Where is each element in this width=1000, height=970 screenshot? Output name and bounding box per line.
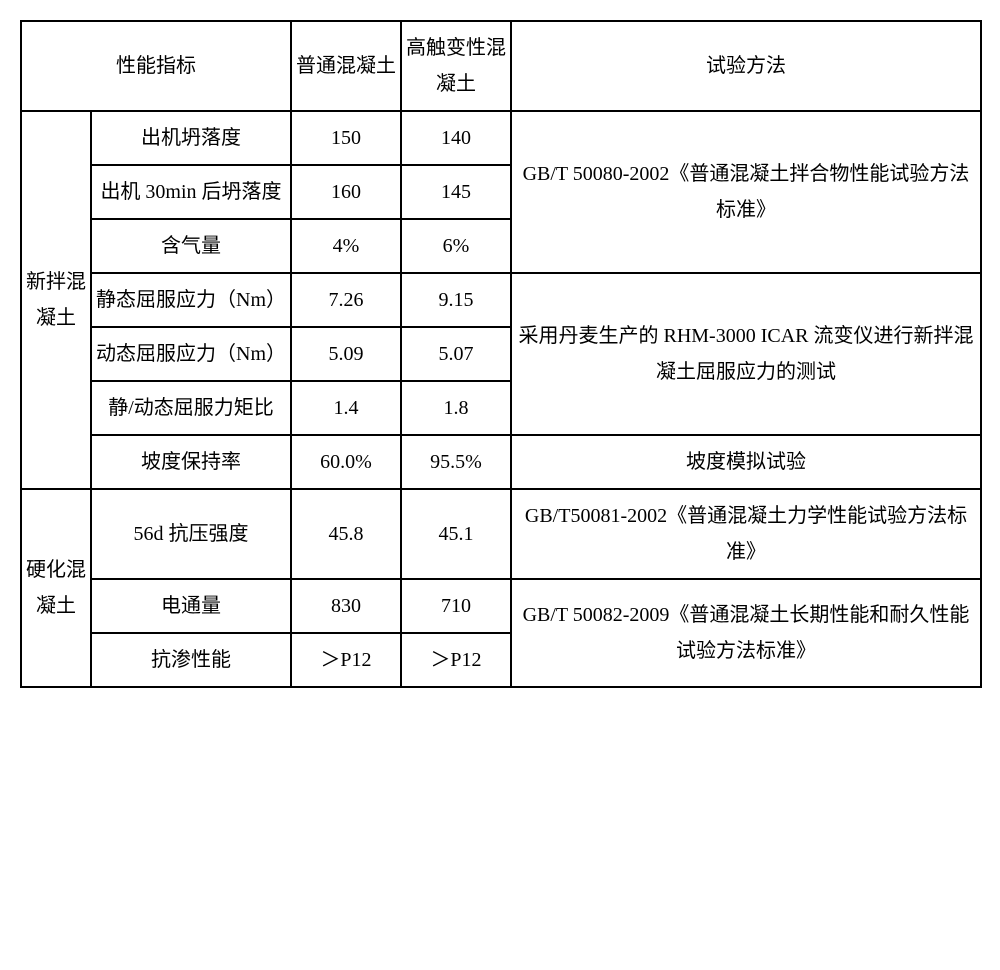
row-ord: 1.4 [291, 381, 401, 435]
row-name: 动态屈服应力（Nm） [91, 327, 291, 381]
method-cell: GB/T50081-2002《普通混凝土力学性能试验方法标准》 [511, 489, 981, 579]
header-perf-index: 性能指标 [21, 21, 291, 111]
row-ord: 7.26 [291, 273, 401, 327]
row-ord: 5.09 [291, 327, 401, 381]
method-cell: GB/T 50080-2002《普通混凝土拌合物性能试验方法标准》 [511, 111, 981, 273]
header-method: 试验方法 [511, 21, 981, 111]
row-thx: 1.8 [401, 381, 511, 435]
row-thx: ＞P12 [401, 633, 511, 687]
row-thx: 9.15 [401, 273, 511, 327]
row-name: 静态屈服应力（Nm） [91, 273, 291, 327]
row-thx: 45.1 [401, 489, 511, 579]
row-ord: 45.8 [291, 489, 401, 579]
row-ord: 60.0% [291, 435, 401, 489]
row-ord: 4% [291, 219, 401, 273]
row-thx: 6% [401, 219, 511, 273]
row-ord: ＞P12 [291, 633, 401, 687]
table-header-row: 性能指标 普通混凝土 高触变性混凝土 试验方法 [21, 21, 981, 111]
table-row: 硬化混凝土 56d 抗压强度 45.8 45.1 GB/T50081-2002《… [21, 489, 981, 579]
section-fresh-label: 新拌混凝土 [21, 111, 91, 489]
row-thx: 5.07 [401, 327, 511, 381]
row-ord: 150 [291, 111, 401, 165]
row-thx: 710 [401, 579, 511, 633]
row-name: 56d 抗压强度 [91, 489, 291, 579]
section-hardened-label: 硬化混凝土 [21, 489, 91, 687]
row-name: 电通量 [91, 579, 291, 633]
table-row: 坡度保持率 60.0% 95.5% 坡度模拟试验 [21, 435, 981, 489]
row-name: 含气量 [91, 219, 291, 273]
method-cell: GB/T 50082-2009《普通混凝土长期性能和耐久性能试验方法标准》 [511, 579, 981, 687]
row-name: 抗渗性能 [91, 633, 291, 687]
row-name: 静/动态屈服力矩比 [91, 381, 291, 435]
table-row: 电通量 830 710 GB/T 50082-2009《普通混凝土长期性能和耐久… [21, 579, 981, 633]
table-row: 静态屈服应力（Nm） 7.26 9.15 采用丹麦生产的 RHM-3000 IC… [21, 273, 981, 327]
row-thx: 95.5% [401, 435, 511, 489]
header-thixo: 高触变性混凝土 [401, 21, 511, 111]
row-name: 坡度保持率 [91, 435, 291, 489]
row-ord: 830 [291, 579, 401, 633]
concrete-properties-table: 性能指标 普通混凝土 高触变性混凝土 试验方法 新拌混凝土 出机坍落度 150 … [20, 20, 982, 688]
method-cell: 采用丹麦生产的 RHM-3000 ICAR 流变仪进行新拌混凝土屈服应力的测试 [511, 273, 981, 435]
row-thx: 145 [401, 165, 511, 219]
header-ordinary: 普通混凝土 [291, 21, 401, 111]
row-name: 出机坍落度 [91, 111, 291, 165]
method-cell: 坡度模拟试验 [511, 435, 981, 489]
row-ord: 160 [291, 165, 401, 219]
row-name: 出机 30min 后坍落度 [91, 165, 291, 219]
row-thx: 140 [401, 111, 511, 165]
table-row: 新拌混凝土 出机坍落度 150 140 GB/T 50080-2002《普通混凝… [21, 111, 981, 165]
